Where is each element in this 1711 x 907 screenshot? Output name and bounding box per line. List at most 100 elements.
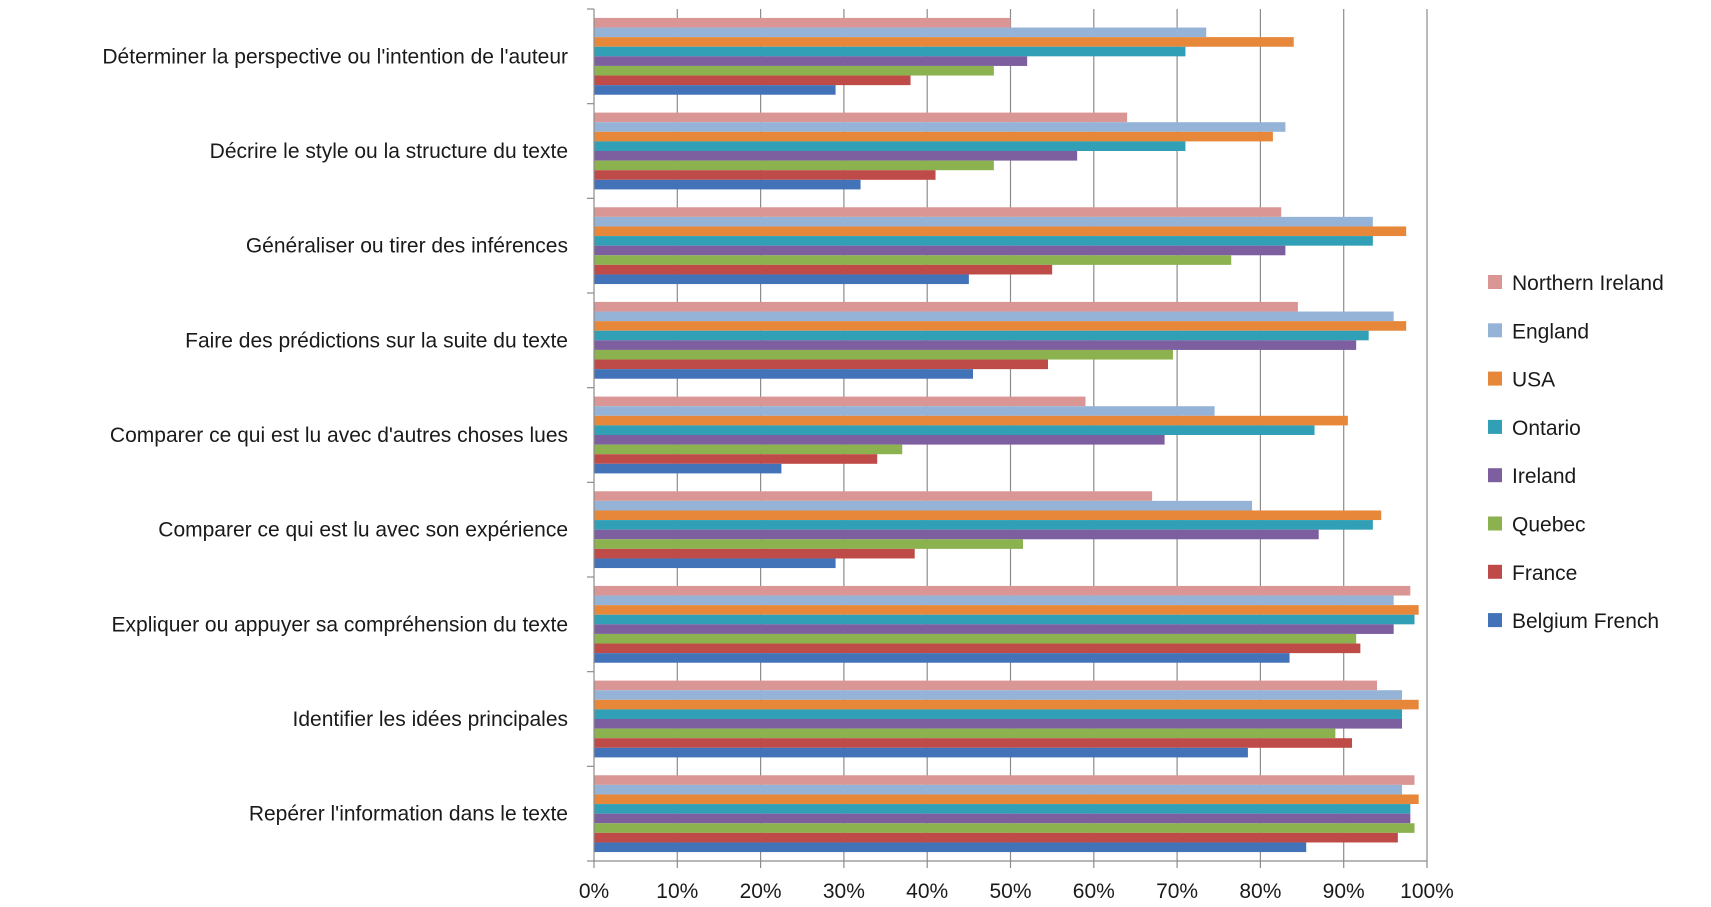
legend-item: Northern Ireland bbox=[1488, 272, 1664, 295]
bar bbox=[594, 775, 1415, 785]
legend-label: Northern Ireland bbox=[1512, 272, 1664, 295]
legend-item: USA bbox=[1488, 369, 1555, 392]
legend-swatch bbox=[1488, 419, 1502, 434]
bar bbox=[594, 349, 1173, 360]
bar bbox=[594, 520, 1373, 530]
legend-item: Quebec bbox=[1488, 514, 1586, 537]
bar bbox=[594, 65, 994, 76]
legend-swatch bbox=[1488, 564, 1502, 579]
x-tick-label: 20% bbox=[740, 880, 782, 903]
legend-label: Ontario bbox=[1512, 417, 1581, 440]
bar bbox=[594, 311, 1394, 322]
x-tick-label: 50% bbox=[989, 880, 1031, 903]
bar bbox=[594, 595, 1394, 606]
bar bbox=[594, 614, 1415, 625]
bar bbox=[594, 633, 1357, 644]
bar bbox=[594, 529, 1319, 540]
bar bbox=[594, 539, 1023, 549]
bar bbox=[594, 37, 1294, 47]
x-tick-label: 70% bbox=[1156, 880, 1198, 903]
bar bbox=[594, 719, 1403, 729]
axes bbox=[587, 8, 1428, 868]
bar bbox=[594, 415, 1348, 426]
legend-swatch bbox=[1488, 468, 1502, 483]
bar bbox=[594, 510, 1382, 521]
bar bbox=[594, 264, 1053, 275]
legend-label: England bbox=[1512, 320, 1589, 343]
bar bbox=[594, 454, 878, 464]
bar bbox=[594, 747, 1248, 758]
bar bbox=[594, 160, 994, 171]
category-labels: Déterminer la perspective ou l'intention… bbox=[102, 45, 568, 825]
legend-swatch bbox=[1488, 371, 1502, 386]
legend-item: England bbox=[1488, 320, 1589, 343]
bar bbox=[594, 680, 1378, 691]
legend-label: Belgium French bbox=[1512, 610, 1659, 633]
x-tick-label: 40% bbox=[906, 880, 948, 903]
bar bbox=[594, 216, 1373, 227]
bar bbox=[594, 112, 1128, 123]
x-tick-label: 80% bbox=[1239, 880, 1281, 903]
bar bbox=[594, 17, 1011, 28]
bar bbox=[594, 643, 1361, 654]
bar bbox=[594, 585, 1411, 596]
legend-label: Ireland bbox=[1512, 465, 1576, 488]
legend-item: Belgium French bbox=[1488, 610, 1659, 633]
legend: Northern Ireland England USA Ontario Ireland… bbox=[1488, 272, 1664, 633]
bar bbox=[594, 832, 1398, 843]
legend-swatch bbox=[1488, 613, 1502, 628]
bar bbox=[594, 245, 1286, 256]
bar bbox=[594, 274, 969, 285]
bar bbox=[594, 151, 1078, 161]
bar bbox=[594, 728, 1336, 739]
legend-label: Quebec bbox=[1512, 514, 1586, 537]
legend-item: France bbox=[1488, 562, 1577, 585]
bar bbox=[594, 359, 1048, 370]
bar bbox=[594, 236, 1373, 246]
bar bbox=[594, 605, 1419, 615]
bar bbox=[594, 330, 1369, 341]
legend-swatch bbox=[1488, 275, 1502, 289]
bar bbox=[594, 56, 1028, 66]
category-label: Identifier les idées principales bbox=[293, 708, 568, 731]
bar bbox=[594, 425, 1315, 435]
category-label: Expliquer ou appuyer sa compréhension du… bbox=[112, 613, 568, 636]
bar bbox=[594, 179, 861, 190]
bar bbox=[594, 784, 1403, 795]
x-tick-labels: 0% 10% 20% 30% 40% 50% 60% 70% 80% 90% 100% bbox=[579, 880, 1454, 903]
bar bbox=[594, 548, 915, 559]
bar bbox=[594, 369, 974, 379]
bar bbox=[594, 435, 1165, 445]
x-tick-label: 10% bbox=[656, 880, 698, 903]
bar bbox=[594, 85, 836, 95]
bar bbox=[594, 500, 1253, 511]
legend-swatch bbox=[1488, 516, 1502, 531]
bar bbox=[594, 463, 782, 474]
bar bbox=[594, 396, 1086, 407]
bar bbox=[594, 226, 1407, 237]
bar bbox=[594, 804, 1411, 814]
bar bbox=[594, 122, 1286, 132]
bar bbox=[594, 301, 1298, 312]
bar bbox=[594, 46, 1186, 57]
bar bbox=[594, 624, 1394, 634]
bar bbox=[594, 170, 936, 180]
legend-swatch bbox=[1488, 323, 1502, 338]
x-tick-label: 60% bbox=[1073, 880, 1115, 903]
bar bbox=[594, 27, 1207, 38]
legend-label: France bbox=[1512, 562, 1577, 585]
legend-item: Ireland bbox=[1488, 465, 1576, 488]
bar bbox=[594, 444, 903, 455]
bar bbox=[594, 131, 1273, 142]
bar bbox=[594, 842, 1307, 853]
x-tick-label: 30% bbox=[823, 880, 865, 903]
x-tick-label: 100% bbox=[1400, 880, 1454, 903]
category-label: Repérer l'information dans le texte bbox=[249, 803, 568, 826]
bar bbox=[594, 709, 1403, 719]
bar bbox=[594, 738, 1353, 748]
legend-label: USA bbox=[1512, 369, 1555, 392]
bar bbox=[594, 794, 1419, 805]
bar bbox=[594, 653, 1290, 663]
bar bbox=[594, 558, 836, 569]
